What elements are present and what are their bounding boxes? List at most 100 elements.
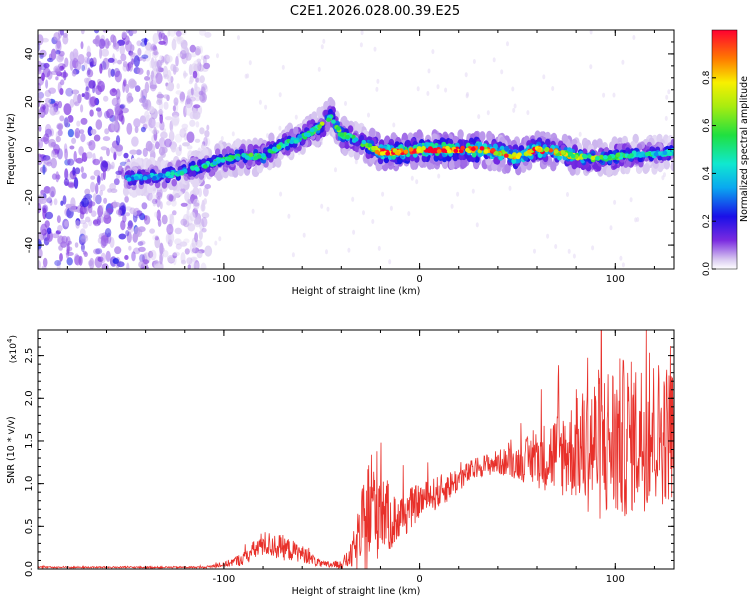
noise-blob bbox=[59, 65, 64, 71]
noise-blob bbox=[111, 161, 115, 170]
noise-blob bbox=[64, 220, 69, 227]
noise-blob bbox=[103, 214, 112, 224]
noise-blob bbox=[179, 128, 187, 138]
noise-blob bbox=[102, 30, 109, 33]
ridge-blob bbox=[339, 132, 345, 137]
noise-blob bbox=[170, 144, 177, 153]
noise-blob bbox=[43, 62, 50, 69]
ridge-blob bbox=[285, 144, 291, 151]
noise-blob bbox=[162, 250, 169, 258]
noise-blob bbox=[56, 38, 61, 49]
noise-blob bbox=[40, 189, 45, 196]
noise-blob bbox=[47, 103, 55, 108]
noise-blob bbox=[137, 241, 144, 247]
y-tick-label: 0.5 bbox=[24, 518, 35, 534]
faint-point bbox=[278, 92, 282, 98]
ridge-blob bbox=[201, 158, 207, 165]
noise-blob bbox=[154, 236, 161, 249]
noise-blob bbox=[58, 30, 62, 39]
noise-blob bbox=[201, 212, 210, 219]
noise-blob bbox=[141, 102, 148, 108]
faint-point bbox=[450, 203, 454, 209]
faint-point bbox=[326, 206, 330, 212]
ridge-blob bbox=[607, 155, 612, 160]
noise-blob bbox=[95, 194, 102, 205]
noise-blob bbox=[123, 152, 129, 159]
noise-blob bbox=[97, 175, 101, 186]
noise-blob bbox=[151, 49, 159, 59]
noise-blob bbox=[80, 244, 85, 250]
y-tick-label: -20 bbox=[24, 189, 35, 205]
noise-blob bbox=[97, 205, 104, 218]
faint-point bbox=[375, 86, 379, 92]
faint-point bbox=[436, 84, 440, 90]
noise-blob bbox=[87, 67, 91, 76]
noise-blob bbox=[133, 118, 141, 128]
noise-blob bbox=[114, 70, 122, 83]
faint-point bbox=[302, 232, 306, 238]
noise-blob bbox=[154, 263, 161, 269]
faint-point bbox=[431, 49, 435, 55]
noise-blob bbox=[181, 44, 188, 54]
faint-point bbox=[508, 185, 512, 191]
noise-blob bbox=[38, 42, 41, 52]
faint-point bbox=[279, 191, 283, 197]
ridge-blob bbox=[133, 175, 139, 181]
noise-blob bbox=[154, 211, 158, 218]
noise-blob bbox=[57, 235, 66, 245]
noise-blob bbox=[69, 51, 75, 62]
spectrogram-xlabel: Height of straight line (km) bbox=[292, 286, 421, 297]
noise-blob bbox=[49, 186, 56, 198]
noise-blob bbox=[38, 141, 41, 148]
ridge-blob bbox=[460, 145, 465, 151]
noise-blob bbox=[38, 139, 44, 149]
noise-blob bbox=[80, 41, 84, 50]
faint-point bbox=[281, 64, 285, 70]
noise-blob bbox=[85, 216, 91, 223]
noise-blob bbox=[134, 126, 139, 134]
noise-blob bbox=[192, 70, 198, 79]
noise-blob bbox=[166, 200, 172, 206]
noise-blob bbox=[50, 142, 57, 147]
noise-blob bbox=[158, 137, 166, 149]
noise-blob bbox=[193, 218, 202, 228]
noise-blob bbox=[92, 218, 101, 227]
ridge-blob bbox=[158, 172, 164, 178]
noise-blob bbox=[154, 58, 158, 68]
noise-blob bbox=[148, 106, 155, 114]
faint-point bbox=[244, 73, 248, 79]
ridge-blob bbox=[192, 177, 200, 188]
noise-blob bbox=[178, 191, 183, 196]
noise-blob bbox=[81, 172, 87, 179]
noise-blob bbox=[42, 257, 48, 268]
faint-point bbox=[602, 92, 606, 98]
noise-blob bbox=[80, 235, 89, 243]
noise-blob bbox=[48, 196, 52, 202]
noise-blob bbox=[101, 263, 109, 269]
faint-point bbox=[320, 203, 324, 209]
noise-blob bbox=[56, 215, 61, 224]
noise-blob bbox=[190, 87, 194, 96]
noise-blob bbox=[136, 149, 142, 156]
noise-blob bbox=[42, 67, 51, 78]
faint-point bbox=[359, 42, 363, 48]
ridge-blob bbox=[606, 166, 613, 177]
y-tick-label: 1.0 bbox=[24, 476, 35, 492]
noise-blob bbox=[129, 80, 137, 88]
noise-blob bbox=[88, 80, 96, 89]
noise-blob bbox=[60, 200, 64, 206]
noise-blob bbox=[113, 178, 120, 186]
noise-blob bbox=[204, 184, 211, 189]
ridge-blob bbox=[465, 147, 470, 153]
snr-multiplier-base: (x10 bbox=[9, 343, 19, 364]
ridge-blob bbox=[632, 133, 639, 144]
noise-blob bbox=[50, 157, 57, 169]
ridge-blob bbox=[470, 146, 476, 152]
faint-point bbox=[415, 179, 419, 185]
noise-blob bbox=[204, 130, 210, 138]
noise-blob bbox=[45, 123, 52, 136]
x-tick-label: 100 bbox=[606, 574, 625, 585]
noise-blob bbox=[120, 220, 126, 231]
ridge-blob bbox=[170, 171, 176, 176]
faint-point bbox=[542, 74, 546, 80]
